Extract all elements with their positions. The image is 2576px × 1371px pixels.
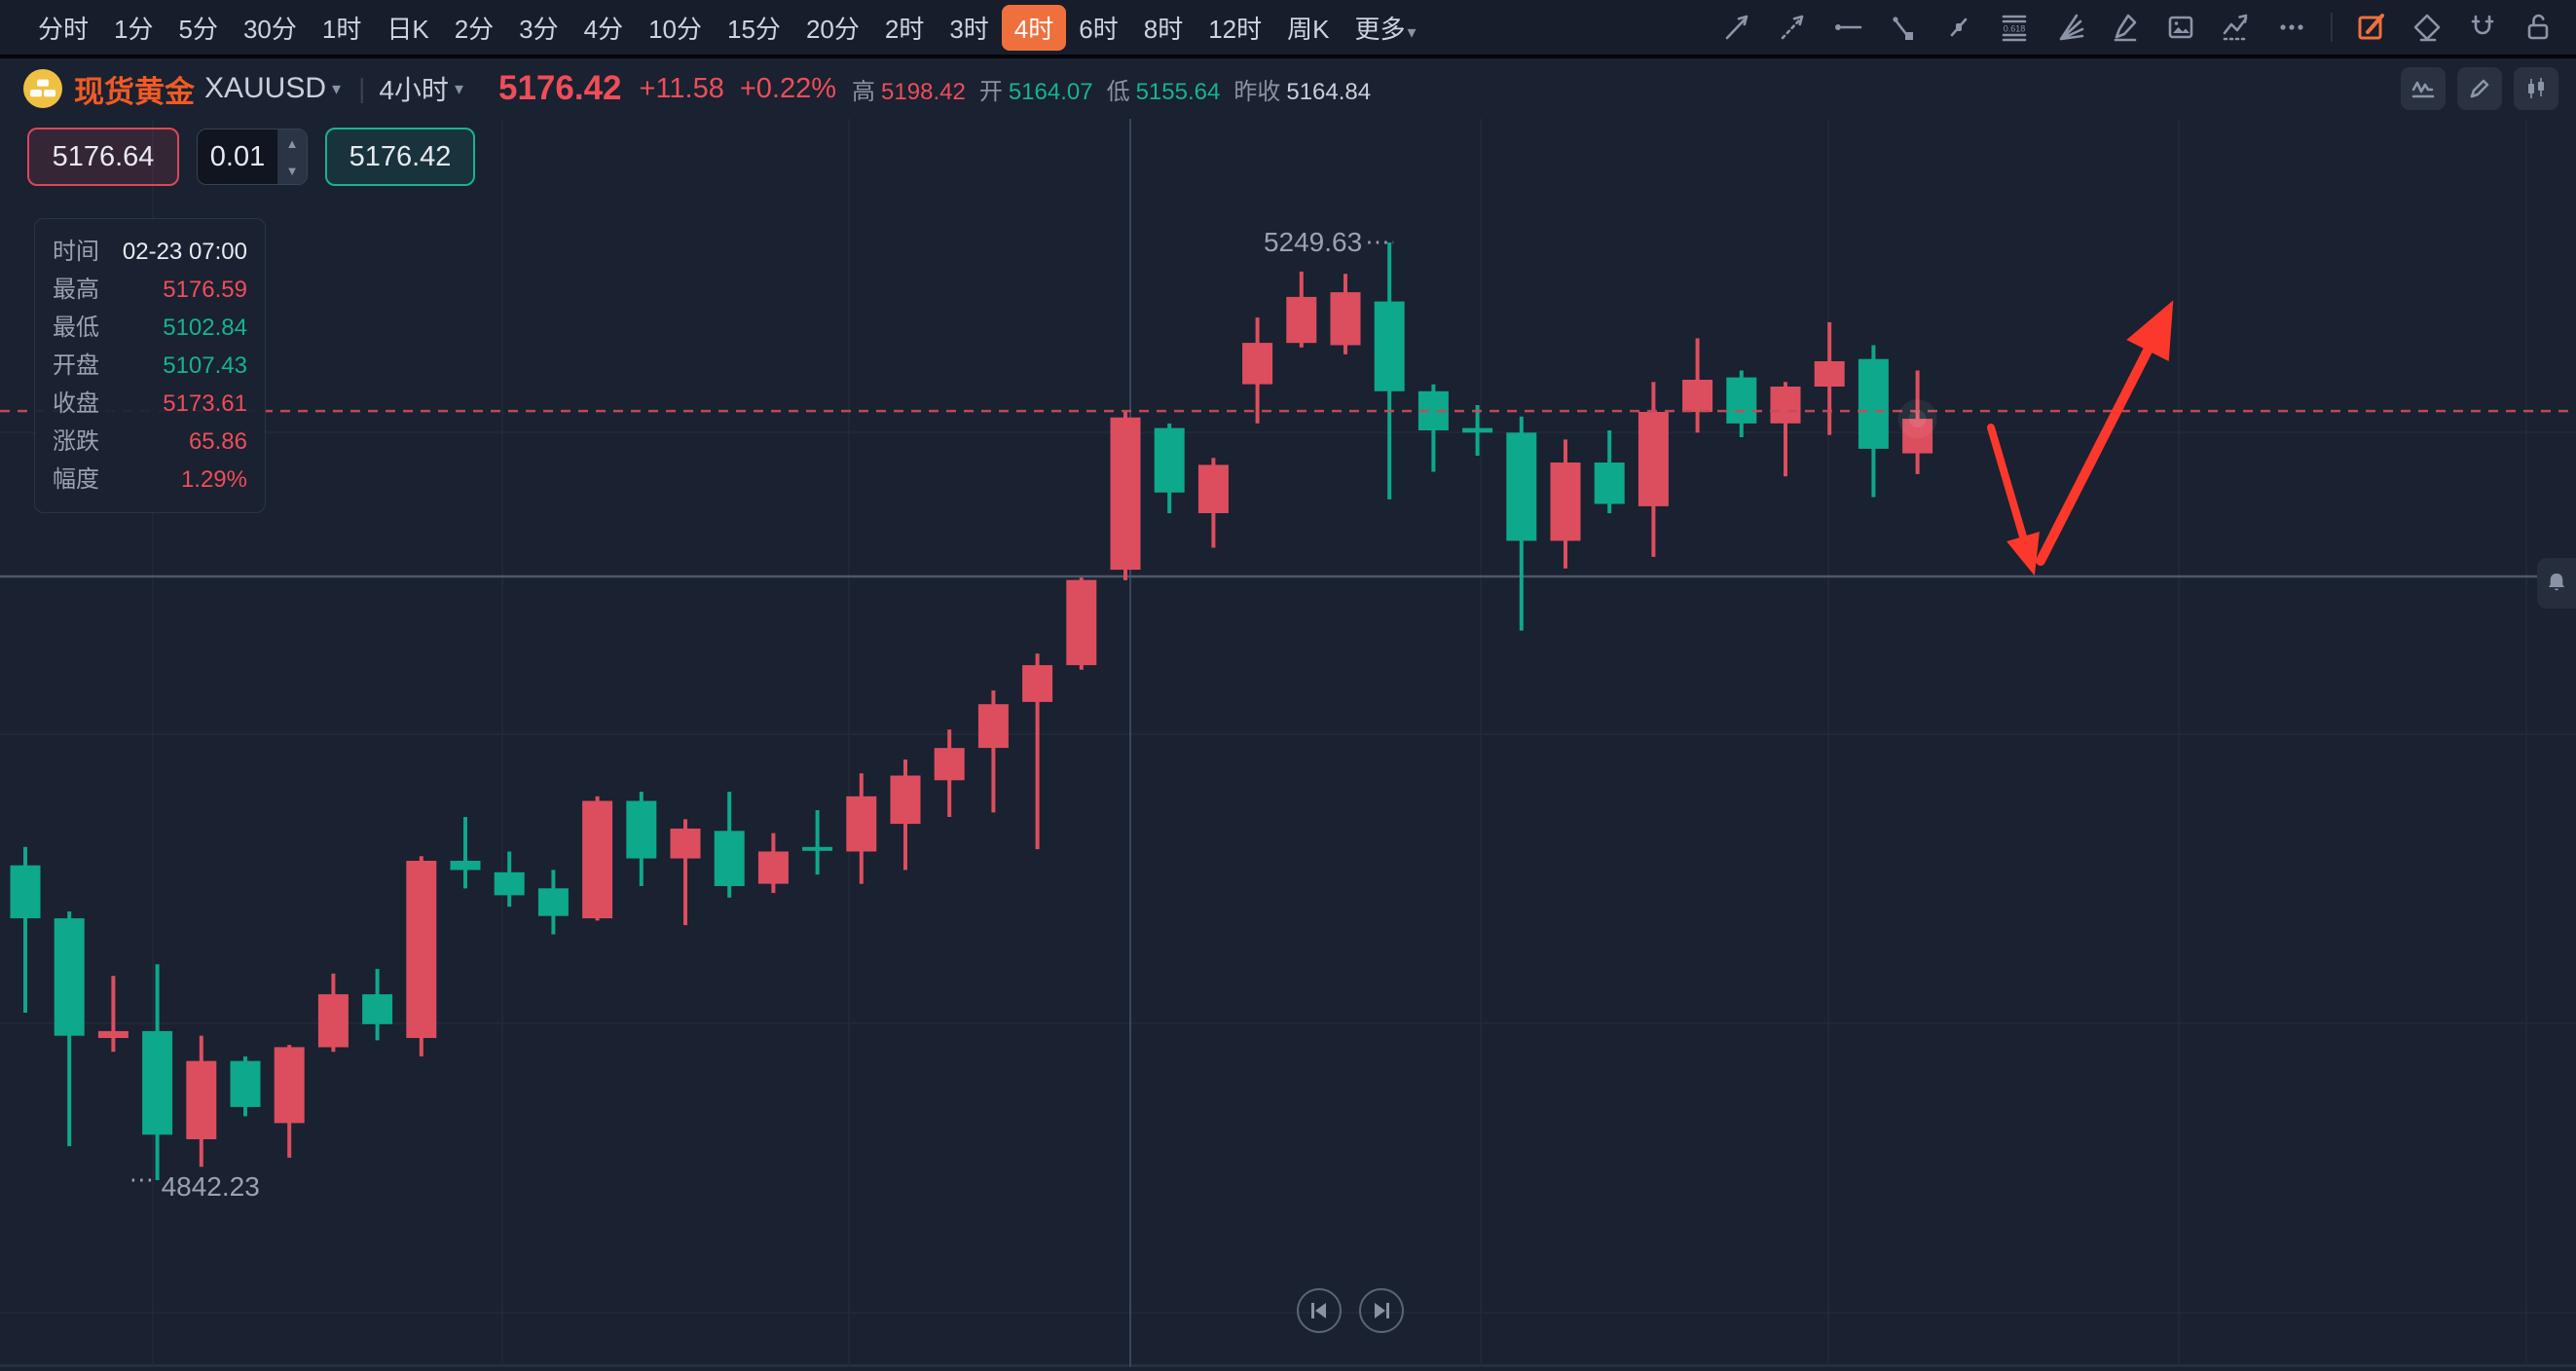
trend-arrow-icon[interactable] — [1776, 11, 1809, 44]
stat-昨收: 昨收 5164.84 — [1233, 78, 1372, 105]
quantity-stepper[interactable]: 0.01 ▲ ▼ — [197, 129, 308, 185]
timeframe-list: 分时 1分 5分 30分 1时 日K 2分 3分 4分 10分 15分 20分 2时 3时 4时 6时 8时 12… — [25, 4, 1429, 51]
tooltip-row-涨跌: 涨跌 65.86 — [53, 428, 247, 455]
timeframe-2分[interactable]: 2分 — [454, 14, 495, 44]
tooltip-row-幅度: 幅度 1.29% — [53, 466, 247, 493]
price-change-pct: +0.22% — [739, 72, 837, 104]
timeframe-2时[interactable]: 2时 — [884, 14, 925, 44]
price-change: +11.58 — [639, 72, 724, 104]
unlock-icon[interactable] — [2521, 11, 2555, 44]
timeframe-日K[interactable]: 日K — [386, 14, 429, 44]
toolbar-divider — [2331, 13, 2333, 42]
alert-bell-button[interactable] — [2537, 558, 2576, 609]
skip-to-start-button[interactable] — [1297, 1288, 1342, 1333]
symbol-bar: 现货黄金 XAUUSD ▾ | 4小时 ▾ 5176.42 +11.58 +0.… — [0, 58, 2576, 119]
daily-stats: 高 5198.42 开 5164.07 低 5155.64 昨收 5164.84 — [852, 72, 1384, 106]
symbol-caret-icon[interactable]: ▾ — [332, 78, 342, 98]
trend-line-icon[interactable] — [1720, 11, 1753, 44]
timeframe-6时[interactable]: 6时 — [1079, 14, 1119, 44]
quantity-value[interactable]: 0.01 — [209, 140, 266, 172]
svg-text:0.618: 0.618 — [2004, 24, 2026, 34]
quantity-down-icon[interactable]: ▼ — [285, 163, 299, 178]
tooltip-row-时间: 时间 02-23 07:00 — [53, 239, 247, 265]
last-price: 5176.42 — [497, 69, 622, 107]
indicator-icon[interactable] — [2220, 11, 2253, 44]
polyline-icon[interactable] — [1887, 11, 1920, 44]
symbol-name: 现货黄金 — [74, 74, 195, 109]
timeframe-toolbar: 分时 1分 5分 30分 1时 日K 2分 3分 4分 10分 15分 20分 2时 3时 4时 6时 8时 12… — [0, 0, 2576, 58]
stat-开: 开 5164.07 — [978, 78, 1093, 105]
draw-mode-icon-active[interactable] — [2355, 11, 2388, 44]
tooltip-row-开盘: 开盘 5107.43 — [53, 352, 247, 379]
more-icon[interactable] — [2275, 11, 2308, 44]
tooltip-row-最高: 最高 5176.59 — [53, 277, 247, 303]
tooltip-row-收盘: 收盘 5173.61 — [53, 390, 247, 417]
timeframe-20分[interactable]: 20分 — [805, 14, 860, 44]
timeframe-12时[interactable]: 12时 — [1208, 14, 1263, 44]
timeframe-15分[interactable]: 15分 — [727, 14, 781, 44]
interval-select[interactable]: 4小时 — [379, 75, 449, 105]
segment-icon[interactable] — [1942, 11, 1975, 44]
chart-style-buttons — [2401, 67, 2558, 110]
interval-caret-icon[interactable]: ▾ — [454, 78, 463, 98]
gold-coin-icon — [23, 69, 62, 108]
timeframe-1时[interactable]: 1时 — [321, 14, 362, 44]
timeframe-分时[interactable]: 分时 — [38, 14, 90, 44]
drawing-tools: 0.618 — [1720, 11, 2568, 44]
separator: | — [358, 73, 366, 103]
fibonacci-icon[interactable]: 0.618 — [1998, 11, 2031, 44]
timeframe-10分[interactable]: 10分 — [648, 14, 703, 44]
skip-to-end-button[interactable] — [1359, 1288, 1404, 1333]
buy-button[interactable]: 5176.42 — [325, 128, 475, 186]
timeframe-4时-active[interactable]: 4时 — [1001, 4, 1067, 51]
trade-controls: 5176.64 0.01 ▲ ▼ 5176.42 — [27, 128, 475, 186]
candles-svg[interactable]: 5249.63 4842.23 — [0, 119, 2576, 1367]
sell-button[interactable]: 5176.64 — [27, 128, 179, 186]
brush-icon[interactable] — [2109, 11, 2142, 44]
timeframe-3时[interactable]: 3时 — [949, 14, 989, 44]
symbol-ticker[interactable]: XAUUSD — [204, 72, 327, 104]
timeframe-周K[interactable]: 周K — [1287, 14, 1330, 44]
edit-button[interactable] — [2457, 67, 2502, 110]
stat-低: 低 5155.64 — [1106, 78, 1221, 105]
quantity-up-icon[interactable]: ▲ — [285, 135, 299, 151]
stat-高: 高 5198.42 — [852, 78, 966, 105]
magnet-icon[interactable] — [2466, 11, 2499, 44]
more-caret-icon: ▾ — [1407, 21, 1417, 42]
line-chart-button[interactable] — [2401, 67, 2446, 110]
tooltip-row-最低: 最低 5102.84 — [53, 315, 247, 341]
timeframe-1分[interactable]: 1分 — [114, 14, 154, 44]
svg-text:5249.63: 5249.63 — [1264, 227, 1362, 257]
timeframe-3分[interactable]: 3分 — [519, 14, 559, 44]
timeframe-5分[interactable]: 5分 — [178, 14, 218, 44]
timeframe-更多[interactable]: 更多 ▾ — [1354, 14, 1417, 44]
timeframe-30分[interactable]: 30分 — [242, 14, 297, 44]
chart-area[interactable]: 5249.63 4842.23 5176.64 0.01 ▲ ▼ 5176.42 … — [0, 119, 2576, 1367]
horizontal-ray-icon[interactable] — [1831, 11, 1864, 44]
ohlc-tooltip: 时间 02-23 07:00 最高 5176.59 最低 5102.84 开盘 5107.43… — [34, 218, 266, 513]
candles-button[interactable] — [2514, 67, 2558, 110]
gann-fan-icon[interactable] — [2053, 11, 2086, 44]
svg-text:4842.23: 4842.23 — [162, 1171, 260, 1202]
image-icon[interactable] — [2164, 11, 2197, 44]
eraser-icon[interactable] — [2410, 11, 2444, 44]
timeframe-4分[interactable]: 4分 — [583, 14, 624, 44]
timeframe-8时[interactable]: 8时 — [1143, 14, 1184, 44]
